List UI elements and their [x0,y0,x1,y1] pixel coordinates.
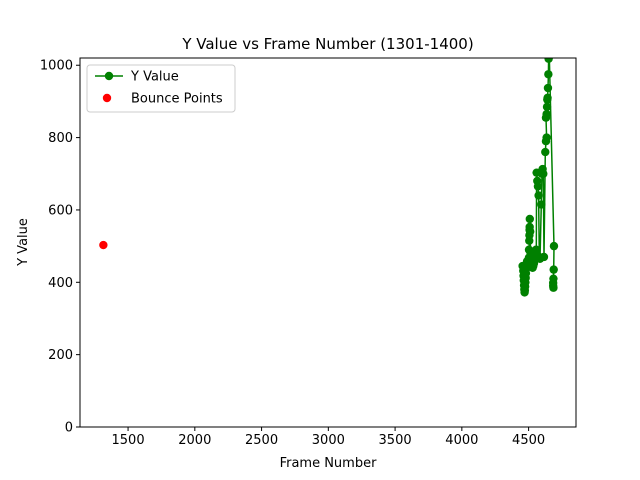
x-tick-label: 4500 [512,433,545,448]
data-point-bounce-points [99,240,108,250]
y-tick-label: 200 [48,348,73,363]
data-point-y-value [544,70,553,79]
legend-frame [86,64,236,113]
legend-label-y-value: Y Value [130,70,179,85]
data-point-y-value [537,200,546,209]
data-point-y-value [549,283,558,292]
data-point-y-value [543,93,552,102]
legend: Y Value Bounce Points [86,64,236,113]
x-axis-ticks: 1500 2000 2500 3000 3500 4000 4500 [112,427,545,448]
y-tick-label: 600 [48,203,73,218]
data-point-y-value [541,147,550,157]
x-tick-label: 3500 [379,433,412,448]
data-point-y-value [539,252,549,262]
data-point-y-value [549,265,558,274]
x-tick-label: 2500 [245,433,278,448]
x-axis-label: Frame Number [280,456,378,471]
x-tick-label: 4000 [445,433,478,448]
plot-background [80,58,576,427]
data-point-y-value [542,102,552,112]
y-tick-label: 800 [48,131,73,146]
y-tick-label: 1000 [40,59,73,74]
y-axis-label: Y Value [16,218,31,267]
chart-title: Y Value vs Frame Number (1301-1400) [181,35,473,53]
y-tick-label: 0 [65,421,73,436]
data-point-y-value [542,109,551,119]
data-point-y-value [545,58,554,61]
data-point-y-value [525,214,535,224]
data-point-y-value [549,241,559,251]
series-layer [99,58,559,297]
x-tick-label: 1500 [112,433,145,448]
legend-marker-y-value [104,71,114,81]
legend-label-bounce-points: Bounce Points [131,92,223,107]
data-point-y-value [543,83,553,93]
data-point-y-value [534,191,543,200]
data-point-y-value [542,133,551,142]
y-axis-ticks: 0 200 400 600 800 1000 [40,59,80,436]
data-point-y-value [539,169,548,178]
legend-marker-bounce-points [102,93,112,103]
x-tick-label: 2000 [178,433,211,448]
data-point-y-value [533,182,543,191]
x-tick-label: 3000 [312,433,345,448]
y-tick-label: 400 [48,276,73,291]
data-point-y-value [526,227,535,236]
